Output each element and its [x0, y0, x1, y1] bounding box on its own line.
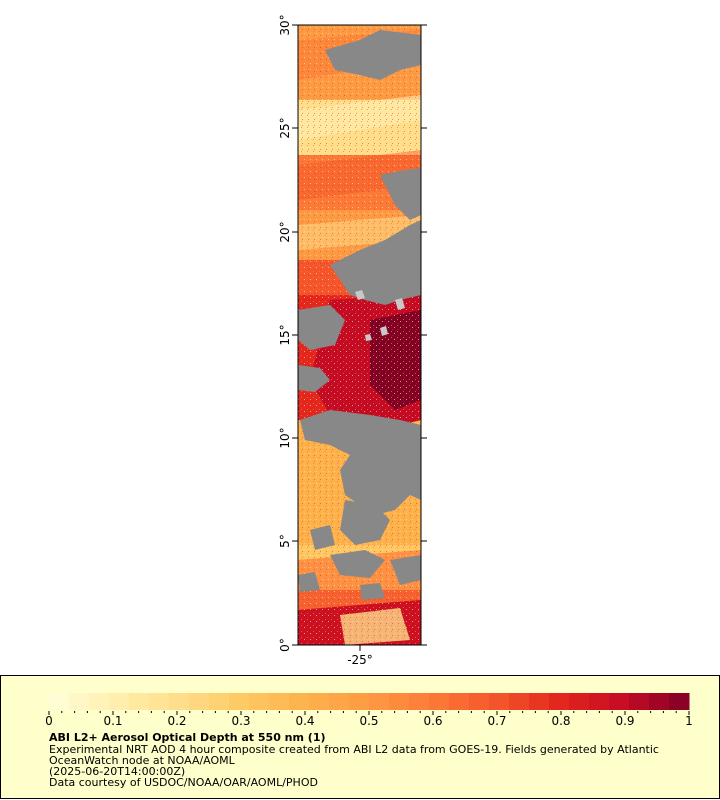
- colorbar-swatch: [609, 693, 630, 710]
- colorbar-tick-label: 0.9: [615, 714, 634, 728]
- colorbar-swatch: [129, 693, 150, 710]
- colorbar-swatch: [349, 693, 370, 710]
- colorbar-tick-label: 0.3: [231, 714, 250, 728]
- colorbar-swatch: [669, 693, 690, 710]
- colorbar-tick-label: 0.6: [423, 714, 442, 728]
- colorbar-swatch: [589, 693, 610, 710]
- colorbar-tick-label: 0.5: [359, 714, 378, 728]
- caption-description-cont: OceanWatch node at NOAA/AOML: [49, 754, 235, 767]
- aod-field: [298, 25, 421, 645]
- colorbar-swatch: [269, 693, 290, 710]
- colorbar-tick-label: 0.1: [103, 714, 122, 728]
- colorbar-swatch: [89, 693, 110, 710]
- colorbar-swatch: [549, 693, 570, 710]
- colorbar-swatch: [329, 693, 350, 710]
- colorbar-tick-label: 0.8: [551, 714, 570, 728]
- cloud-regions: [355, 290, 405, 341]
- colorbar-swatch: [69, 693, 90, 710]
- latitude-axis: [292, 24, 427, 651]
- lat-label-30: 30°: [278, 14, 292, 35]
- lat-label-5: 5°: [278, 534, 292, 548]
- colorbar-swatch: [149, 693, 170, 710]
- colorbar-swatch: [409, 693, 430, 710]
- colorbar-swatch: [289, 693, 310, 710]
- lon-label: -25°: [347, 653, 373, 667]
- colorbar-swatch: [369, 693, 390, 710]
- colorbar-tick-label: 0: [45, 714, 53, 728]
- caption-title: ABI L2+ Aerosol Optical Depth at 550 nm …: [49, 731, 326, 744]
- colorbar-swatch: [309, 693, 330, 710]
- map-area: 0° 5° 10° 15° 20° 25° 30° -25°: [278, 14, 427, 667]
- colorbar-tick-label: 0.4: [295, 714, 314, 728]
- colorbar-swatch: [449, 693, 470, 710]
- colorbar-swatch: [569, 693, 590, 710]
- colorbar-swatch: [629, 693, 650, 710]
- colorbar-swatch: [649, 693, 670, 710]
- colorbar-swatch: [229, 693, 250, 710]
- lat-label-20: 20°: [278, 221, 292, 242]
- lat-label-0: 0°: [278, 638, 292, 652]
- colorbar-swatch: [529, 693, 550, 710]
- colorbar-swatch: [469, 693, 490, 710]
- lat-label-10: 10°: [278, 427, 292, 448]
- colorbar-swatch: [209, 693, 230, 710]
- colorbar-tick-label: 1: [685, 714, 693, 728]
- legend-panel: 0 0.1 0.2 0.3 0.4 0.5 0.6 0.7 0.8 0.9 1 ABI L2+ Ae…: [0, 675, 720, 799]
- caption-date: (2025-06-20T14:00:00Z): [49, 765, 186, 778]
- no-data-regions: [298, 30, 421, 600]
- lat-label-25: 25°: [278, 117, 292, 138]
- colorbar-tick-label: 0.7: [487, 714, 506, 728]
- caption-credit: Data courtesy of USDOC/NOAA/OAR/AOML/PHO…: [49, 776, 318, 789]
- colorbar-swatch: [429, 693, 450, 710]
- lat-label-15: 15°: [278, 324, 292, 345]
- caption-description: Experimental NRT AOD 4 hour composite cr…: [49, 743, 659, 756]
- colorbar-swatch: [509, 693, 530, 710]
- colorbar: 0 0.1 0.2 0.3 0.4 0.5 0.6 0.7 0.8 0.9 1: [45, 693, 693, 728]
- colorbar-swatch: [249, 693, 270, 710]
- colorbar-swatch: [49, 693, 70, 710]
- colorbar-tick-label: 0.2: [167, 714, 186, 728]
- colorbar-swatch: [109, 693, 130, 710]
- colorbar-swatch: [169, 693, 190, 710]
- aod-map: 0° 5° 10° 15° 20° 25° 30° -25°: [278, 14, 427, 667]
- colorbar-swatch: [189, 693, 210, 710]
- colorbar-swatch: [389, 693, 410, 710]
- colorbar-swatch: [489, 693, 510, 710]
